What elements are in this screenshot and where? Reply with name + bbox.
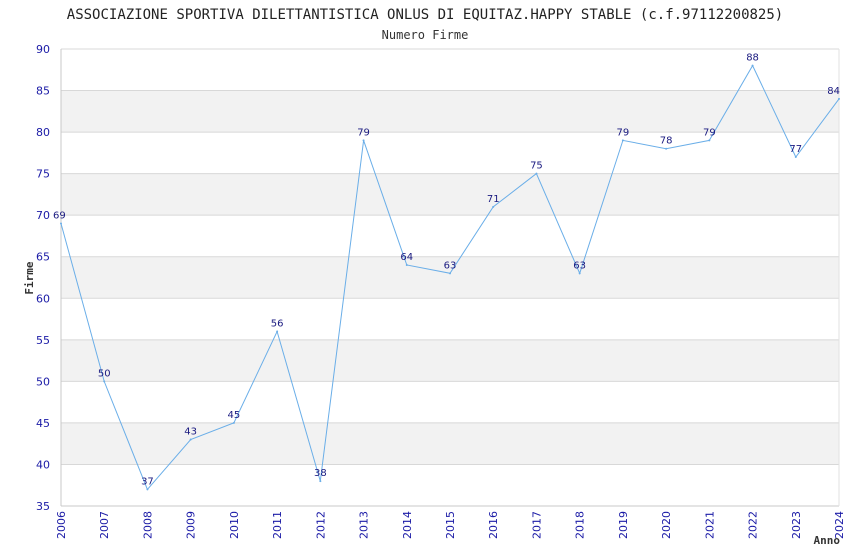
data-label: 45 — [228, 410, 241, 421]
data-point — [449, 272, 451, 275]
x-tick-label: 2016 — [487, 511, 500, 539]
data-label: 63 — [444, 260, 457, 271]
x-tick-label: 2013 — [358, 511, 371, 539]
data-label: 75 — [530, 161, 543, 172]
axes — [60, 49, 840, 507]
y-tick-label: 80 — [36, 126, 50, 139]
y-axis-title: Firme — [23, 261, 36, 294]
x-tick-label: 2023 — [790, 511, 803, 539]
data-point — [751, 64, 754, 67]
background-bands — [61, 90, 839, 465]
x-tick-label: 2008 — [141, 511, 154, 539]
y-tick-label: 50 — [36, 375, 50, 388]
data-labels: 69 50 37 43 45 56 38 79 64 63 71 75 63 79 78 79 88 77 84 — [53, 53, 840, 488]
gridlines — [61, 48, 839, 507]
data-label: 79 — [357, 127, 370, 138]
data-point — [665, 147, 668, 150]
y-tick-label: 35 — [36, 500, 50, 513]
data-point — [103, 380, 106, 383]
data-point — [492, 205, 495, 208]
data-label: 64 — [400, 252, 413, 263]
y-tick-label: 60 — [36, 292, 50, 305]
x-tick-label: 2017 — [530, 511, 543, 539]
data-point — [232, 421, 235, 424]
background-band — [61, 422, 839, 465]
data-point — [60, 222, 62, 225]
x-tick-label: 2010 — [228, 511, 241, 539]
data-point — [708, 139, 711, 142]
data-point — [621, 139, 624, 142]
y-tick-label: 85 — [36, 85, 50, 98]
data-label: 79 — [617, 127, 630, 138]
y-tick-label: 55 — [36, 334, 50, 347]
data-label: 71 — [487, 194, 500, 205]
background-band — [61, 90, 839, 133]
data-label: 63 — [573, 260, 586, 271]
y-tick-label: 65 — [36, 251, 50, 264]
data-label: 69 — [53, 210, 66, 221]
y-tick-label: 70 — [36, 209, 50, 222]
y-axis-ticks: 35 40 45 50 55 60 65 70 75 80 85 90 — [36, 43, 50, 513]
data-point — [578, 272, 581, 275]
x-tick-label: 2024 — [833, 511, 846, 539]
data-label: 88 — [746, 53, 759, 64]
x-tick-label: 2019 — [617, 511, 630, 539]
x-tick-label: 2014 — [401, 511, 414, 539]
data-point — [535, 172, 538, 175]
x-axis-title: Anno — [814, 534, 841, 547]
data-point — [146, 488, 149, 491]
data-point — [362, 139, 365, 142]
y-tick-label: 45 — [36, 417, 50, 430]
y-tick-label: 75 — [36, 168, 50, 181]
chart-title: ASSOCIAZIONE SPORTIVA DILETTANTISTICA ON… — [67, 7, 783, 23]
chart-subtitle: Numero Firme — [382, 28, 469, 42]
background-band — [61, 173, 839, 216]
background-band — [61, 339, 839, 382]
y-tick-label: 40 — [36, 458, 50, 471]
data-point — [276, 330, 279, 333]
data-point — [794, 156, 797, 159]
data-label: 84 — [827, 86, 840, 97]
series-group — [60, 64, 840, 491]
data-point — [838, 97, 840, 100]
x-axis-ticks: 2006 2007 2008 2009 2010 2011 2012 2013 2014 2015… — [55, 511, 846, 539]
data-label: 77 — [789, 144, 802, 155]
data-label: 38 — [314, 468, 327, 479]
data-point — [405, 264, 408, 267]
x-tick-label: 2022 — [747, 511, 760, 539]
x-tick-label: 2020 — [660, 511, 673, 539]
x-tick-label: 2006 — [55, 511, 68, 539]
data-label: 56 — [271, 319, 284, 330]
data-label: 78 — [660, 136, 673, 147]
x-tick-label: 2009 — [185, 511, 198, 539]
background-band — [61, 256, 839, 299]
x-tick-label: 2007 — [98, 511, 111, 539]
data-point — [319, 480, 322, 483]
data-label: 43 — [184, 427, 197, 438]
y-tick-label: 90 — [36, 43, 50, 56]
data-label: 79 — [703, 127, 716, 138]
data-point — [189, 438, 192, 441]
x-tick-label: 2012 — [314, 511, 327, 539]
x-tick-label: 2018 — [574, 511, 587, 539]
data-label: 37 — [141, 476, 154, 487]
data-label: 50 — [98, 368, 111, 379]
x-tick-label: 2015 — [444, 511, 457, 539]
x-tick-label: 2021 — [703, 511, 716, 539]
x-tick-label: 2011 — [271, 511, 284, 539]
